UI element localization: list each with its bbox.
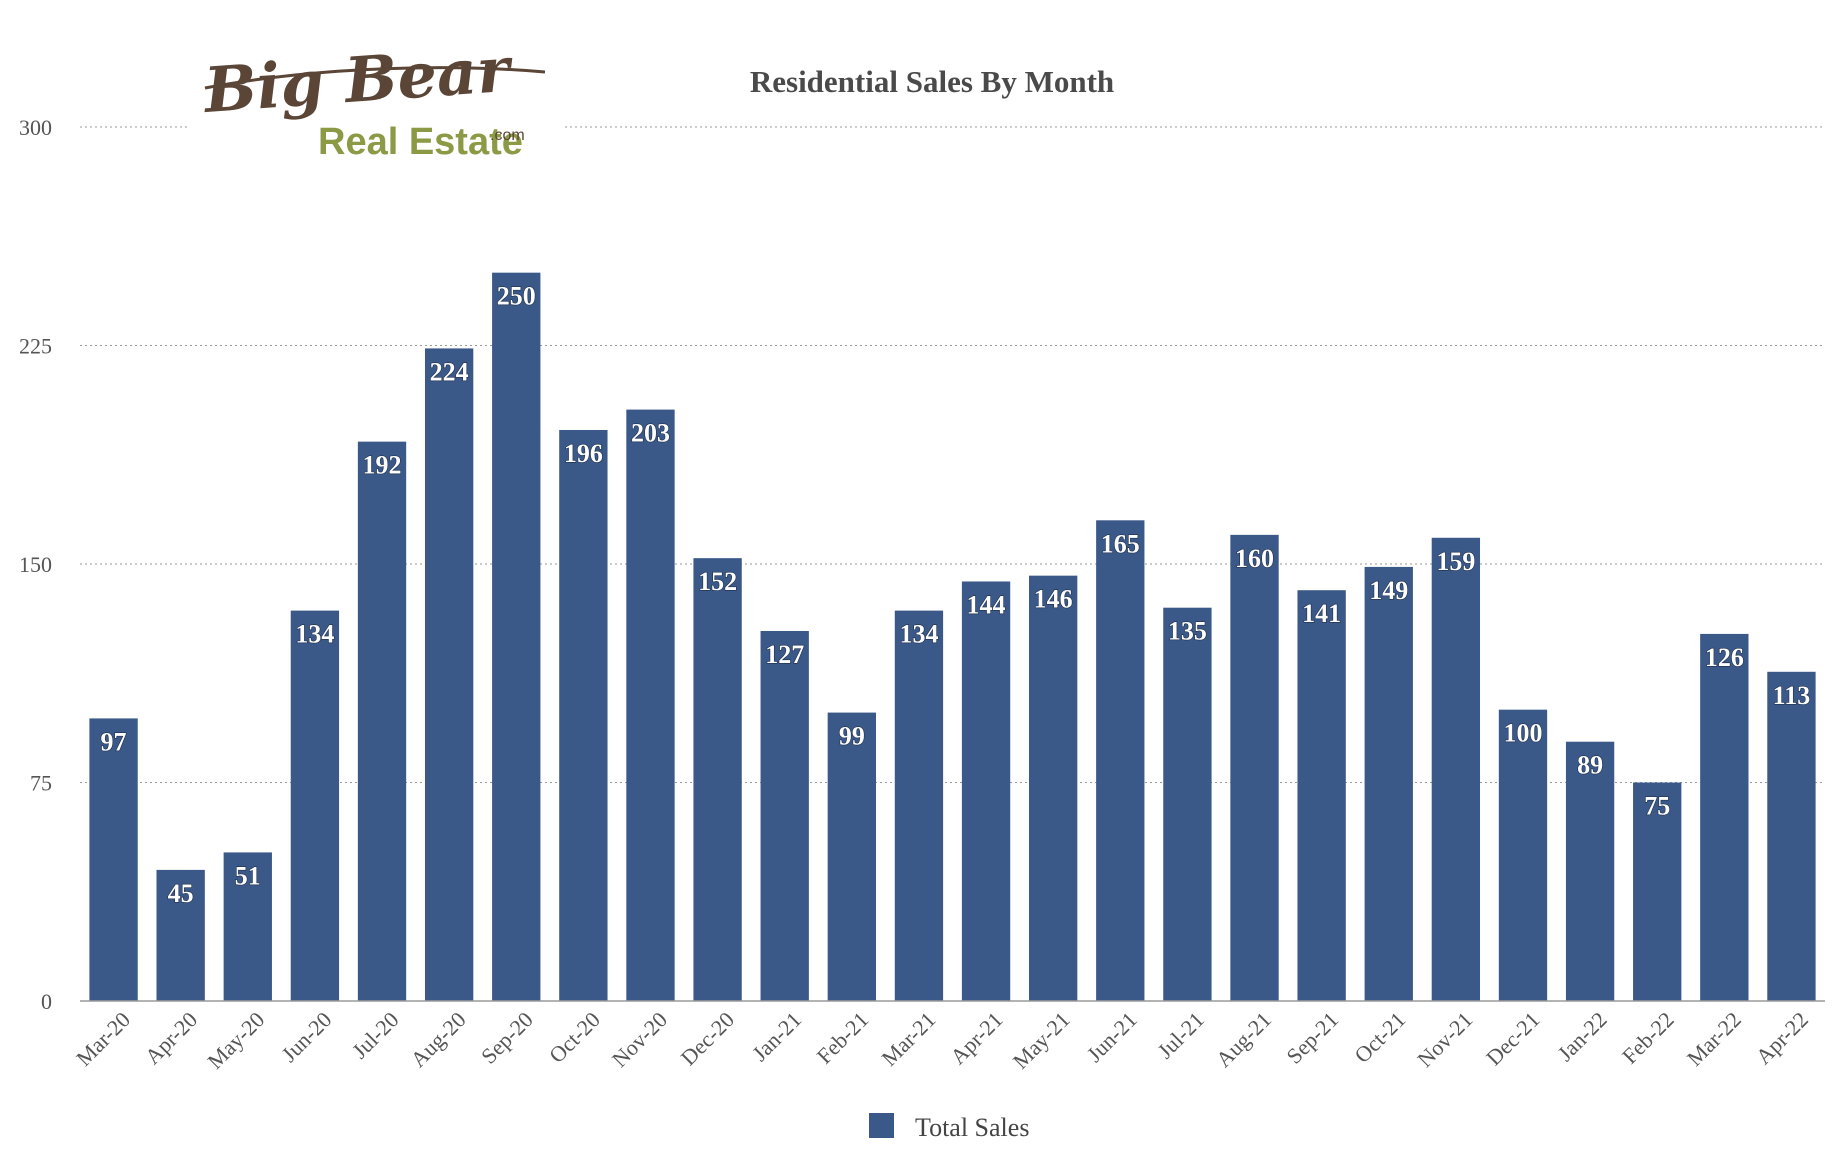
bar-feb-21	[827, 712, 876, 1001]
x-tick-label: Mar-22	[1682, 1007, 1746, 1071]
x-tick-label: Jun-20	[276, 1007, 336, 1067]
bar-apr-21	[961, 581, 1011, 1001]
bar-mar-20	[89, 718, 138, 1001]
data-label: 134	[295, 620, 334, 649]
bar-jul-21	[1163, 607, 1212, 1001]
data-label: 99	[839, 722, 865, 751]
x-tick-label: Mar-20	[71, 1007, 135, 1071]
bar-jul-20	[357, 441, 407, 1001]
logo-backing	[190, 40, 565, 165]
data-label: 97	[101, 727, 127, 756]
x-tick-label: Jul-20	[347, 1007, 404, 1064]
y-tick-label: 150	[19, 552, 52, 577]
company-logo: Big Bear Real Estate .com	[190, 33, 565, 165]
bar-mar-21	[894, 610, 944, 1001]
data-label: 250	[497, 282, 536, 311]
x-tick-label: Nov-20	[607, 1007, 672, 1072]
data-label: 159	[1436, 547, 1475, 576]
data-label: 144	[967, 590, 1006, 619]
bar-sep-20	[492, 272, 541, 1002]
data-label: 224	[430, 357, 469, 386]
x-tick-label: Sep-21	[1281, 1007, 1343, 1069]
data-label: 192	[363, 451, 402, 480]
legend-label: Total Sales	[915, 1113, 1029, 1142]
bar-aug-21	[1230, 534, 1279, 1001]
data-label: 203	[631, 419, 670, 448]
data-label: 196	[564, 439, 603, 468]
x-tick-label: Aug-20	[405, 1007, 470, 1072]
data-label: 160	[1235, 544, 1274, 573]
x-tick-label: Apr-20	[140, 1007, 202, 1069]
data-label: 51	[235, 861, 261, 890]
gridlines	[80, 126, 1825, 783]
x-tick-label: Oct-20	[544, 1007, 605, 1068]
x-tick-label: May-20	[202, 1007, 269, 1074]
x-tick-label: Aug-21	[1211, 1007, 1276, 1072]
bar-jan-22	[1565, 741, 1615, 1001]
bar-apr-22	[1767, 671, 1816, 1001]
y-tick-label: 75	[30, 771, 52, 796]
bar-sep-21	[1297, 590, 1346, 1001]
data-label: 141	[1302, 599, 1341, 628]
data-label: 100	[1503, 719, 1542, 748]
data-label: 152	[698, 567, 737, 596]
data-label: 149	[1369, 576, 1408, 605]
bar-may-20	[223, 852, 272, 1001]
y-axis-ticks: 0 75 150 225 300	[19, 115, 52, 1014]
data-label: 135	[1168, 617, 1207, 646]
x-tick-label: Sep-20	[476, 1007, 538, 1069]
data-labels: 97 45 51 134 192 224 250 196 203 152 127 99 134 144 14…	[100, 281, 1811, 908]
bar-oct-21	[1364, 566, 1413, 1001]
x-tick-label: May-21	[1008, 1007, 1075, 1074]
x-tick-label: Oct-21	[1349, 1007, 1410, 1068]
data-label: 134	[899, 620, 938, 649]
x-tick-label: Nov-21	[1412, 1007, 1477, 1072]
y-tick-label: 0	[41, 989, 52, 1014]
logo-swoosh	[204, 66, 546, 90]
data-label: 146	[1034, 585, 1073, 614]
chart-title: Residential Sales By Month	[750, 64, 1114, 99]
x-tick-label: Dec-21	[1481, 1007, 1544, 1070]
data-label: 165	[1101, 529, 1140, 558]
legend-swatch	[869, 1113, 894, 1138]
x-tick-label: Mar-21	[876, 1007, 940, 1071]
bar-dec-20	[693, 558, 742, 1001]
bar-jun-20	[290, 610, 340, 1001]
y-tick-label: 225	[19, 334, 52, 359]
x-tick-label: Jan-21	[747, 1007, 806, 1066]
bar-may-21	[1029, 575, 1078, 1001]
x-tick-label: Feb-22	[1617, 1007, 1679, 1069]
bar-apr-20	[156, 869, 205, 1001]
bar-aug-20	[424, 348, 474, 1001]
bars	[89, 272, 1816, 1002]
bar-nov-21	[1431, 537, 1481, 1001]
x-tick-label: Jul-21	[1152, 1007, 1209, 1064]
bar-mar-22	[1700, 633, 1749, 1001]
data-label: 127	[765, 640, 804, 669]
data-label: 113	[1773, 681, 1811, 710]
bar-jun-21	[1096, 520, 1145, 1001]
bar-nov-20	[626, 409, 675, 1001]
data-label: 45	[168, 879, 194, 908]
x-tick-label: Feb-21	[812, 1007, 874, 1069]
x-tick-label: Apr-21	[945, 1007, 1007, 1069]
x-tick-label: Dec-20	[676, 1007, 739, 1070]
data-label: 75	[1644, 792, 1670, 821]
bar-feb-22	[1633, 782, 1682, 1001]
y-tick-label: 300	[19, 115, 52, 140]
legend: Total Sales	[869, 1113, 1029, 1142]
x-tick-label: Apr-22	[1751, 1007, 1813, 1069]
bar-dec-21	[1498, 709, 1548, 1001]
bar-jan-21	[760, 631, 809, 1001]
logo-com-text: .com	[490, 127, 525, 144]
logo-real-estate-text: Real Estate	[318, 121, 523, 163]
data-label: 126	[1705, 643, 1744, 672]
x-tick-label: Jun-21	[1082, 1007, 1142, 1067]
x-axis-ticks: Mar-20 Apr-20 May-20 Jun-20 Jul-20 Aug-20 Sep-…	[71, 1007, 1813, 1074]
bar-oct-20	[559, 429, 608, 1001]
data-label: 89	[1577, 751, 1603, 780]
x-tick-label: Jan-22	[1552, 1007, 1611, 1066]
